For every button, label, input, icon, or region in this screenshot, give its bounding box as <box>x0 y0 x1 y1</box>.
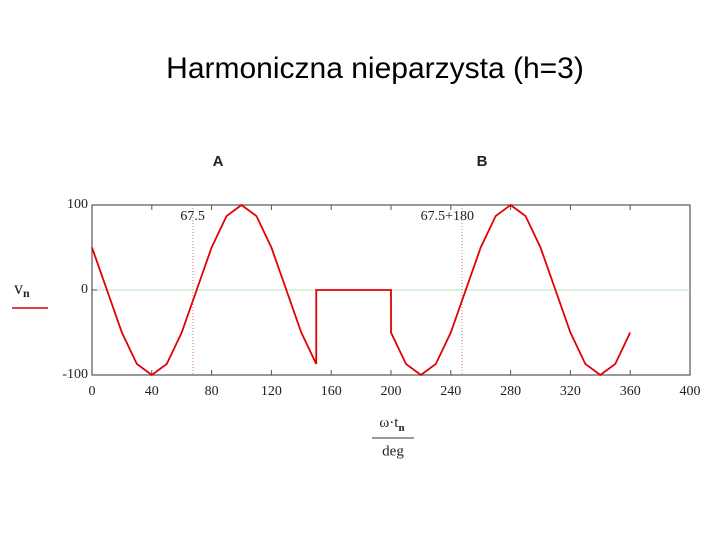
x-tick-label: 240 <box>440 384 461 399</box>
y-tick-label: 100 <box>67 197 88 212</box>
chart-title: Harmoniczna nieparzysta (h=3) <box>166 52 584 85</box>
x-tick-label: 160 <box>321 384 342 399</box>
x-tick-label: 40 <box>145 384 159 399</box>
x-tick-label: 360 <box>620 384 641 399</box>
x-tick-label: 80 <box>205 384 219 399</box>
y-tick-label: -100 <box>62 367 88 382</box>
x-label-sub: n <box>398 422 404 434</box>
x-label-main: ω·t <box>379 415 399 431</box>
x-label-denominator: deg <box>382 443 404 459</box>
y-axis-label: vn <box>14 278 30 300</box>
y-label-main: v <box>14 278 23 298</box>
marker-label: B <box>477 153 488 170</box>
x-tick-label: 120 <box>261 384 282 399</box>
x-tick-label: 400 <box>680 384 701 399</box>
y-tick-label: 0 <box>81 282 88 297</box>
x-tick-label: 200 <box>381 384 402 399</box>
annotation-label: 67.5 <box>180 209 205 224</box>
x-tick-label: 280 <box>500 384 521 399</box>
marker-label: A <box>213 153 224 170</box>
annotation-label: 67.5+180 <box>421 209 474 224</box>
data-line <box>91 203 632 377</box>
x-tick-label: 0 <box>89 384 96 399</box>
x-tick-label: 320 <box>560 384 581 399</box>
x-axis-label: ω·tn <box>379 415 404 433</box>
y-label-sub: n <box>23 286 30 300</box>
